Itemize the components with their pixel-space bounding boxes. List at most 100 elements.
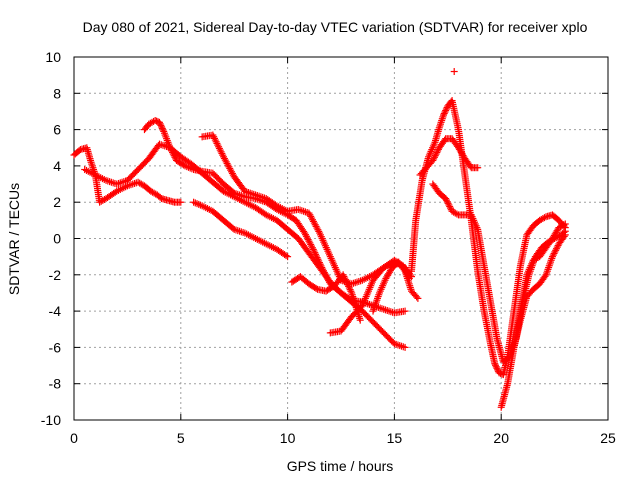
data-point (310, 247, 318, 255)
data-point (414, 294, 422, 302)
data-point (315, 227, 323, 235)
x-axis-label: GPS time / hours (287, 458, 394, 474)
data-point (435, 124, 443, 132)
y-tick-label: -8 (49, 376, 62, 392)
data-point (157, 121, 165, 129)
y-tick-label: 8 (53, 85, 61, 101)
series-track-3 (81, 140, 409, 351)
series-track-10 (416, 135, 482, 179)
y-tick-labels: -10 -8 -6 -4 -2 0 2 4 6 8 10 (41, 49, 61, 428)
data-point (282, 252, 290, 260)
y-tick-label: -10 (41, 412, 61, 428)
data-point (236, 227, 244, 235)
x-tick-label: 20 (493, 430, 509, 446)
data-point (442, 107, 450, 115)
data-point (342, 277, 350, 285)
data-point (385, 307, 393, 315)
x-tick-label: 0 (70, 430, 78, 446)
data-point (219, 151, 227, 159)
data-point (493, 364, 501, 372)
data-point (218, 149, 226, 157)
data-point (180, 161, 188, 169)
data-point (441, 108, 449, 116)
data-point (551, 248, 559, 256)
data-point (353, 278, 361, 286)
data-point (344, 281, 352, 289)
data-point (451, 209, 459, 217)
data-point (118, 178, 126, 186)
data-point (561, 231, 569, 239)
data-point (552, 246, 560, 254)
data-point (209, 131, 217, 139)
data-point (213, 139, 221, 147)
data-point (306, 239, 314, 247)
y-tick-label: -6 (49, 339, 62, 355)
data-point (433, 149, 441, 157)
data-point (347, 287, 355, 295)
data-point (440, 110, 448, 118)
data-point (400, 266, 408, 274)
data-point (88, 162, 96, 170)
data-point (248, 190, 256, 198)
data-point (345, 282, 353, 290)
data-point (382, 306, 389, 314)
data-point (444, 199, 452, 207)
data-point (432, 150, 440, 158)
data-point (158, 124, 166, 132)
series-track-7 (288, 271, 364, 324)
data-point (159, 126, 167, 134)
data-point (442, 105, 450, 113)
data-point (453, 210, 461, 218)
chart-title: Day 080 of 2021, Sidereal Day-to-day VTE… (83, 19, 588, 35)
data-point (309, 245, 317, 253)
data-point (491, 360, 499, 368)
data-point (383, 306, 391, 314)
data-point (349, 279, 357, 287)
y-tick-label: 0 (53, 231, 61, 247)
data-point (443, 198, 451, 206)
data-point (215, 144, 223, 152)
data-point (115, 179, 122, 187)
y-tick-label: -2 (49, 267, 62, 283)
data-point (540, 214, 548, 222)
y-axis-label: SDTVAR / TECUs (6, 183, 22, 295)
data-point (195, 200, 203, 208)
data-point (399, 343, 407, 351)
data-point (246, 189, 254, 197)
data-point (431, 152, 439, 160)
data-point (177, 198, 185, 206)
series-track-13 (510, 231, 569, 351)
data-point (190, 198, 198, 206)
data-point (113, 180, 121, 188)
data-point (548, 253, 556, 261)
data-point (87, 158, 95, 166)
data-point (446, 204, 454, 212)
data-point (446, 203, 454, 211)
data-point (116, 179, 124, 187)
data-point (430, 155, 438, 163)
axis-ticks (73, 56, 609, 421)
data-point (553, 243, 561, 251)
data-point (181, 162, 189, 170)
data-point (216, 146, 224, 154)
data-point (413, 293, 421, 301)
data-point (301, 229, 309, 237)
data-point (552, 245, 560, 253)
data-point (398, 342, 406, 350)
y-tick-label: 10 (45, 49, 61, 65)
data-point (156, 193, 164, 201)
data-point (434, 147, 442, 155)
data-point (191, 199, 199, 207)
data-point (429, 156, 437, 164)
data-point (294, 205, 302, 213)
data-point (494, 366, 502, 374)
data-point (304, 236, 312, 244)
data-point (339, 271, 347, 279)
data-point (307, 240, 315, 248)
data-point (296, 206, 304, 214)
data-point (387, 308, 395, 316)
data-point (396, 342, 404, 350)
x-tick-label: 25 (600, 430, 616, 446)
data-point (492, 361, 500, 369)
data-point (401, 343, 409, 351)
